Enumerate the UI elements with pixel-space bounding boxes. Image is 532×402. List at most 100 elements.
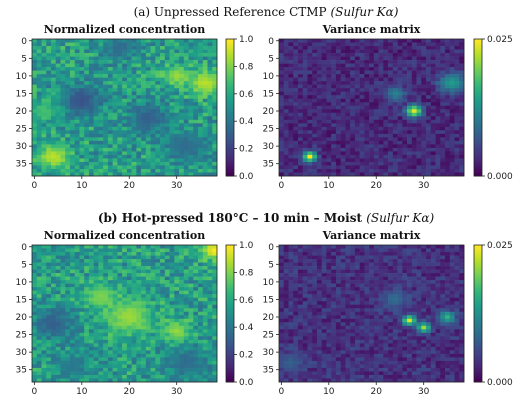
heatmap-cell xyxy=(335,42,341,47)
heatmap-cell xyxy=(335,53,341,57)
heatmap-cell xyxy=(193,39,199,43)
heatmap-cell xyxy=(88,39,94,43)
colorbar-segment xyxy=(226,173,234,177)
heatmap-cell xyxy=(145,105,151,110)
heatmap-cell xyxy=(131,255,137,260)
heatmap-cell xyxy=(297,81,304,85)
heatmap-cell xyxy=(179,119,185,124)
heatmap-cell xyxy=(307,49,313,54)
heatmap-cell xyxy=(155,130,161,135)
heatmap-cell xyxy=(117,53,123,57)
heatmap-cell xyxy=(188,144,194,149)
heatmap-cell xyxy=(155,283,161,288)
heatmap-cell xyxy=(117,322,123,327)
heatmap-cell xyxy=(293,245,299,249)
heatmap-cell xyxy=(145,84,151,89)
heatmap-cell xyxy=(340,126,346,131)
heatmap-cell xyxy=(198,283,204,288)
heatmap-cell xyxy=(364,172,370,177)
heatmap-cell xyxy=(136,49,142,54)
heatmap-cell xyxy=(212,290,218,295)
heatmap-cell xyxy=(440,165,446,170)
heatmap-cell xyxy=(74,311,80,316)
heatmap-cell xyxy=(402,102,408,107)
heatmap-cell xyxy=(117,343,123,348)
heatmap-cell xyxy=(388,42,394,47)
heatmap-cell xyxy=(297,137,304,142)
heatmap-cell xyxy=(32,304,38,309)
heatmap-cell xyxy=(69,95,75,100)
heatmap-cell xyxy=(50,262,57,267)
heatmap-cell xyxy=(188,280,194,284)
heatmap-cell xyxy=(117,172,123,177)
heatmap-cell xyxy=(373,84,379,89)
heatmap-cell xyxy=(46,259,52,263)
heatmap-cell xyxy=(407,39,413,43)
heatmap-cell xyxy=(202,276,208,281)
heatmap-cell xyxy=(198,311,204,316)
heatmap-cell xyxy=(69,371,75,376)
heatmap-cell xyxy=(150,259,156,263)
heatmap-cell xyxy=(279,56,285,61)
heatmap-cell xyxy=(183,172,189,177)
heatmap-cell xyxy=(122,269,128,274)
heatmap-cell xyxy=(93,77,99,82)
heatmap-cell xyxy=(416,77,422,82)
heatmap-cell xyxy=(50,346,57,351)
heatmap-cell xyxy=(359,245,365,249)
heatmap-cell xyxy=(93,262,99,267)
heatmap-cell xyxy=(212,315,218,320)
heatmap-cell xyxy=(79,46,85,50)
heatmap-cell xyxy=(74,262,80,267)
heatmap-cell xyxy=(335,168,341,173)
heatmap-cell xyxy=(402,53,408,57)
heatmap-cell xyxy=(416,53,422,57)
heatmap-cell xyxy=(36,98,42,103)
colorbar-segment xyxy=(474,64,482,67)
heatmap-cell xyxy=(364,74,370,78)
heatmap-cell xyxy=(426,42,432,47)
heatmap-cell xyxy=(193,88,199,92)
colorbar-segment xyxy=(226,315,234,319)
heatmap-cell xyxy=(69,343,75,348)
heatmap-cell xyxy=(117,266,123,270)
heatmap-cell xyxy=(46,53,52,57)
heatmap-cell xyxy=(331,112,337,117)
heatmap-cell xyxy=(421,67,427,71)
heatmap-cell xyxy=(326,46,332,50)
heatmap-cell xyxy=(88,109,94,114)
heatmap-cell xyxy=(79,343,85,348)
heatmap-cell xyxy=(88,336,94,341)
heatmap-cell xyxy=(160,56,166,61)
heatmap-cell xyxy=(36,56,42,61)
heatmap-cell xyxy=(440,168,446,173)
heatmap-cell xyxy=(131,147,137,152)
heatmap-cell xyxy=(331,109,337,114)
heatmap-cell xyxy=(41,67,47,71)
heatmap-cell xyxy=(198,290,204,295)
heatmap-cell xyxy=(378,151,384,156)
heatmap-cell xyxy=(202,49,208,54)
heatmap-cell xyxy=(32,81,38,85)
heatmap-cell xyxy=(316,123,322,128)
heatmap-cell xyxy=(402,56,408,61)
heatmap-cell xyxy=(65,339,71,344)
heatmap-cell xyxy=(359,248,365,253)
heatmap-cell xyxy=(435,56,441,61)
heatmap-cell xyxy=(297,255,304,260)
heatmap-cell xyxy=(131,364,137,369)
heatmap-cell xyxy=(397,63,403,68)
heatmap-cell xyxy=(307,70,313,75)
heatmap-cell xyxy=(32,273,38,277)
heatmap-cell xyxy=(79,311,85,316)
heatmap-cell xyxy=(155,255,161,260)
heatmap-cell xyxy=(307,102,313,107)
heatmap-cell xyxy=(359,88,365,92)
heatmap-cell xyxy=(65,119,71,124)
heatmap-cell xyxy=(126,287,132,291)
heatmap-cell xyxy=(46,332,52,337)
heatmap-cell xyxy=(103,378,109,383)
heatmap-cell xyxy=(430,91,436,96)
heatmap-cell xyxy=(207,172,213,177)
heatmap-cell xyxy=(407,116,413,121)
